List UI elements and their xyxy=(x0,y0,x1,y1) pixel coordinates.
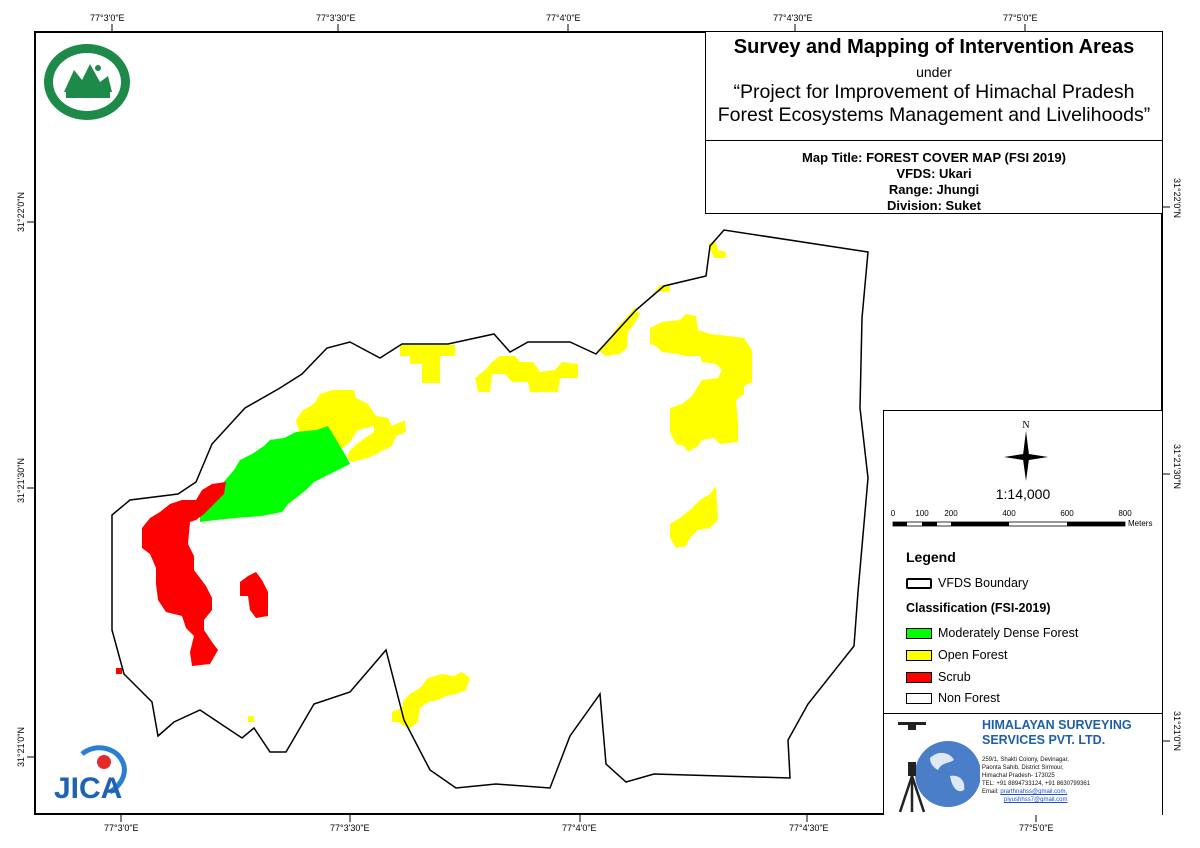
tick-top-5: 77°5'0"E xyxy=(1003,13,1038,23)
map-info-section: Map Title: FOREST COVER MAP (FSI 2019) V… xyxy=(706,141,1162,214)
tick-bottom-3: 77°4'0"E xyxy=(562,823,597,833)
legend-class-label: Moderately Dense Forest xyxy=(938,626,1079,640)
range-name: Range: Jhungi xyxy=(888,182,980,197)
open-forest-swatch xyxy=(906,649,932,661)
under-text: under xyxy=(916,64,952,80)
scrub-patches xyxy=(116,482,268,674)
division-name: Division: Suket xyxy=(887,198,981,213)
tick-bottom-2: 77°3'30"E xyxy=(330,823,370,833)
legend-boundary-label: VFDS Boundary xyxy=(938,576,1029,590)
scale-tick-200: 200 xyxy=(944,509,958,518)
boundary-swatch xyxy=(906,577,932,589)
open-forest-patch-ne-tip xyxy=(708,242,726,258)
title-box: Survey and Mapping of Intervention Areas… xyxy=(705,31,1163,214)
scrub-patch-west xyxy=(142,482,226,666)
company-name: HIMALAYAN SURVEYING SERVICES PVT. LTD. xyxy=(982,718,1132,748)
north-arrow-icon: N xyxy=(1004,420,1048,481)
company-address: 259/1, Shakti Colony, Devinagar, Paonta … xyxy=(982,756,1090,804)
jica-text: JICA xyxy=(54,772,122,804)
legend-title: Legend xyxy=(906,549,956,565)
open-forest-patch-west xyxy=(296,390,406,462)
scrub-swatch xyxy=(906,671,932,683)
legend-item-moderately-dense: Moderately Dense Forest xyxy=(906,626,1078,640)
tick-right-2: 31°21'30"N xyxy=(1172,444,1182,490)
address-line-4: TEL: +91 8894733124, +91 8630799361 xyxy=(982,781,1091,787)
tick-right-1: 31°22'0"N xyxy=(1172,178,1182,219)
survey-title: Survey and Mapping of Intervention Areas xyxy=(733,36,1135,58)
scale-ratio: 1:14,000 xyxy=(995,486,1051,502)
open-forest-patch-sw-dot xyxy=(248,716,254,722)
address-line-2: Paonta Sahib, District Sirmour, xyxy=(982,765,1064,771)
email-row: Email: prarthnahss@gmail.com, xyxy=(982,788,1090,796)
legend-class-label: Open Forest xyxy=(938,648,1008,662)
email-link-2[interactable]: piyushhss7@gmail.com xyxy=(1004,797,1068,803)
scale-tick-0: 0 xyxy=(891,509,896,518)
project-line-2: Forest Ecosystems Management and Livelih… xyxy=(717,104,1151,126)
company-name-line-1: HIMALAYAN SURVEYING xyxy=(982,718,1132,732)
tick-right-3: 31°21'0"N xyxy=(1172,711,1182,752)
classification-title: Classification (FSI-2019) xyxy=(906,601,1051,615)
legend-class-label: Scrub xyxy=(938,670,971,684)
address-line-1: 259/1, Shakti Colony, Devinagar, xyxy=(982,757,1069,763)
legend-item-boundary: VFDS Boundary xyxy=(906,576,1028,590)
open-forest-patch-south xyxy=(392,672,470,728)
surveying-logo-icon xyxy=(898,722,980,813)
jica-logo: JICA xyxy=(54,745,127,804)
vfds-boundary xyxy=(111,229,869,789)
scrub-patch-mid xyxy=(240,572,268,618)
open-forest-patch-east xyxy=(650,314,752,452)
tick-bottom-5: 77°5'0"E xyxy=(1019,823,1054,833)
project-line-1: “Project for Improvement of Himachal Pra… xyxy=(733,81,1135,103)
north-label: N xyxy=(1022,420,1029,431)
open-forest-patches xyxy=(248,242,752,728)
open-forest-patch-north-1 xyxy=(400,345,455,383)
company-name-line-2: SERVICES PVT. LTD. xyxy=(982,733,1106,747)
map-title: Map Title: FOREST COVER MAP (FSI 2019) xyxy=(802,150,1066,165)
moderately-dense-forest-patches xyxy=(200,426,350,522)
scale-bar: 0 100 200 400 600 800 Meters xyxy=(891,509,1153,528)
open-forest-patch-east-south xyxy=(670,486,718,548)
open-forest-patch-ridge xyxy=(598,308,640,356)
email-link-1[interactable]: prarthnahss@gmail.com, xyxy=(1000,789,1068,795)
tick-bottom-1: 77°3'0"E xyxy=(104,823,139,833)
tick-top-4: 77°4'30"E xyxy=(773,13,813,23)
legend-item-non-forest: Non Forest xyxy=(906,691,1000,705)
scale-unit: Meters xyxy=(1128,519,1152,528)
scale-tick-600: 600 xyxy=(1060,509,1074,518)
legend-class-label: Non Forest xyxy=(938,691,1000,705)
tick-top-2: 77°3'30"E xyxy=(316,13,356,23)
scale-tick-800: 800 xyxy=(1118,509,1132,518)
moderately-dense-swatch xyxy=(906,627,932,639)
scale-tick-100: 100 xyxy=(915,509,929,518)
email-label: Email: xyxy=(982,789,999,795)
tick-top-3: 77°4'0"E xyxy=(546,13,581,23)
project-title-section: Survey and Mapping of Intervention Areas… xyxy=(706,32,1162,141)
hp-forest-department-seal xyxy=(44,44,130,120)
scrub-patch-edge xyxy=(116,668,122,674)
company-block: HIMALAYAN SURVEYING SERVICES PVT. LTD. 2… xyxy=(883,713,1163,815)
tick-bottom-4: 77°4'30"E xyxy=(789,823,829,833)
vfds-name: VFDS: Ukari xyxy=(896,166,972,181)
address-line-3: Himachal Pradesh- 173025 xyxy=(982,773,1055,779)
moderately-dense-forest-patch xyxy=(200,426,350,522)
legend-item-open-forest: Open Forest xyxy=(906,648,1007,662)
open-forest-patch-north-2 xyxy=(475,356,578,392)
tick-top-1: 77°3'0"E xyxy=(90,13,125,23)
legend-item-scrub: Scrub xyxy=(906,670,971,684)
non-forest-swatch xyxy=(906,692,932,704)
scale-tick-400: 400 xyxy=(1002,509,1016,518)
graticule-ticks xyxy=(27,24,1170,822)
